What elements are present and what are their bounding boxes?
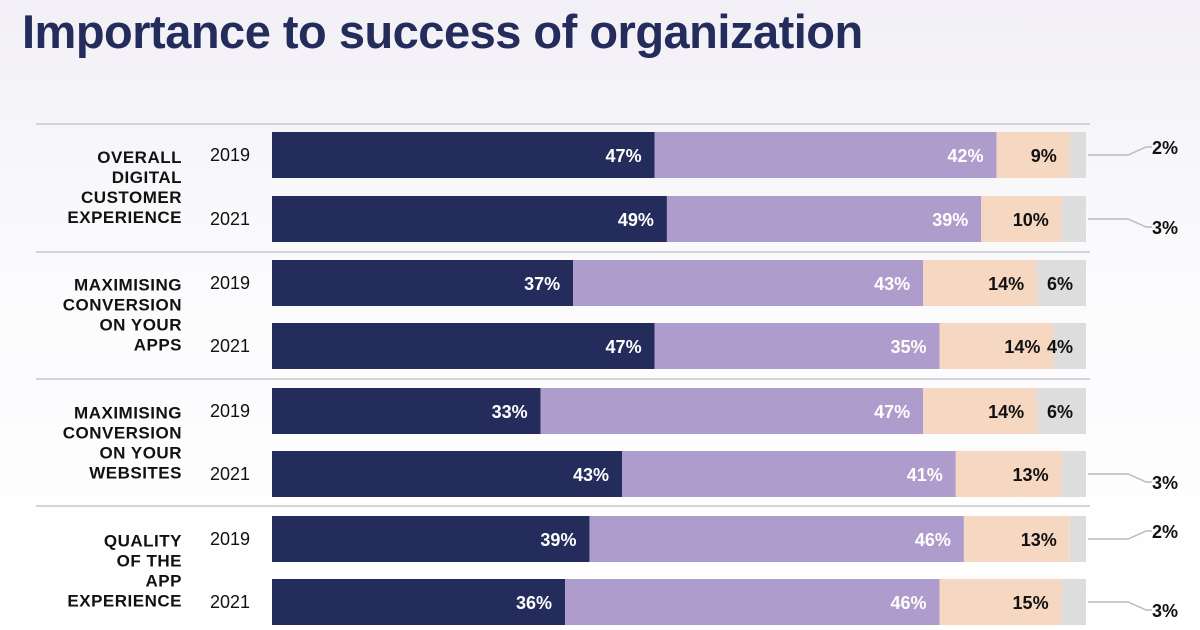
category-label-line: CONVERSION <box>63 296 182 315</box>
bar-segment <box>622 451 956 497</box>
year-label: 2021 <box>210 336 250 356</box>
data-label: 14% <box>988 274 1024 294</box>
data-label: 3% <box>1152 601 1178 621</box>
data-label: 46% <box>915 530 951 550</box>
leader-line <box>1088 146 1152 156</box>
category-label-line: APP <box>146 572 182 591</box>
data-label: 46% <box>890 593 926 613</box>
category-label-line: QUALITY <box>104 532 182 551</box>
bar-segment <box>272 323 655 369</box>
leader-line <box>1088 473 1152 483</box>
bar-segment <box>1037 388 1086 434</box>
bar-segment <box>272 451 623 497</box>
data-label: 33% <box>492 402 528 422</box>
bar-segment <box>1061 196 1086 242</box>
data-label: 47% <box>874 402 910 422</box>
data-label: 10% <box>1013 210 1049 230</box>
data-label: 15% <box>1013 593 1049 613</box>
category-label-line: CONVERSION <box>63 424 182 443</box>
data-label: 2% <box>1152 138 1178 158</box>
leader-line <box>1088 218 1152 228</box>
data-label: 49% <box>618 210 654 230</box>
category-label-line: CUSTOMER <box>81 188 182 207</box>
data-label: 6% <box>1047 402 1073 422</box>
bar-segment <box>565 579 940 625</box>
data-label: 13% <box>1013 465 1049 485</box>
bar-segment <box>981 196 1062 242</box>
data-label: 41% <box>907 465 943 485</box>
bar-segment <box>923 260 1038 306</box>
category-label-line: EXPERIENCE <box>67 208 182 227</box>
data-label: 42% <box>947 146 983 166</box>
data-label: 2% <box>1152 522 1178 542</box>
category-label-line: OF THE <box>117 552 182 571</box>
category-label-line: MAXIMISING <box>74 404 182 423</box>
bar-segment <box>272 516 590 562</box>
category-label-line: WEBSITES <box>89 464 182 483</box>
category-label-line: ON YOUR <box>99 444 182 463</box>
year-label: 2021 <box>210 464 250 484</box>
bar-segment <box>1061 451 1086 497</box>
data-label: 4% <box>1047 337 1073 357</box>
bar-segment <box>573 260 924 306</box>
bar-segment <box>939 579 1062 625</box>
bar-segment <box>272 196 667 242</box>
category-label-line: OVERALL <box>97 148 182 167</box>
data-label: 43% <box>573 465 609 485</box>
category-label-line: DIGITAL <box>112 168 182 187</box>
data-label: 3% <box>1152 473 1178 493</box>
data-label: 39% <box>932 210 968 230</box>
bar-segment <box>939 323 1054 369</box>
category-label-line: EXPERIENCE <box>67 592 182 611</box>
category-label-line: MAXIMISING <box>74 276 182 295</box>
data-label: 3% <box>1152 218 1178 238</box>
bar-segment <box>963 516 1070 562</box>
bar-segment <box>996 132 1070 178</box>
data-label: 43% <box>874 274 910 294</box>
data-label: 37% <box>524 274 560 294</box>
bar-segment <box>540 388 924 434</box>
year-label: 2019 <box>210 273 250 293</box>
data-label: 6% <box>1047 274 1073 294</box>
bar-segment <box>272 260 574 306</box>
bar-segment <box>666 196 982 242</box>
data-label: 14% <box>988 402 1024 422</box>
bar-segment <box>654 323 940 369</box>
category-label-line: APPS <box>134 336 182 355</box>
bar-segment <box>589 516 964 562</box>
bar-segment <box>654 132 997 178</box>
year-label: 2019 <box>210 401 250 421</box>
bar-segment <box>272 388 541 434</box>
year-label: 2021 <box>210 209 250 229</box>
year-label: 2019 <box>210 145 250 165</box>
data-label: 47% <box>606 146 642 166</box>
bar-segment <box>1061 579 1086 625</box>
leader-line <box>1088 601 1152 611</box>
chart-title: Importance to success of organization <box>22 5 863 58</box>
data-label: 13% <box>1021 530 1057 550</box>
bar-segment <box>923 388 1038 434</box>
category-label-line: ON YOUR <box>99 316 182 335</box>
data-label: 36% <box>516 593 552 613</box>
year-label: 2021 <box>210 592 250 612</box>
data-label: 35% <box>890 337 926 357</box>
year-label: 2019 <box>210 529 250 549</box>
bar-segment <box>955 451 1062 497</box>
data-label: 47% <box>606 337 642 357</box>
bar-segment <box>1037 260 1086 306</box>
data-label: 9% <box>1031 146 1057 166</box>
bar-segment <box>272 579 566 625</box>
leader-line <box>1088 530 1152 540</box>
bar-segment <box>1053 323 1086 369</box>
data-label: 14% <box>1004 337 1040 357</box>
bar-segment <box>1069 516 1086 562</box>
bar-segment <box>1069 132 1086 178</box>
data-label: 39% <box>540 530 576 550</box>
bar-segment <box>272 132 655 178</box>
